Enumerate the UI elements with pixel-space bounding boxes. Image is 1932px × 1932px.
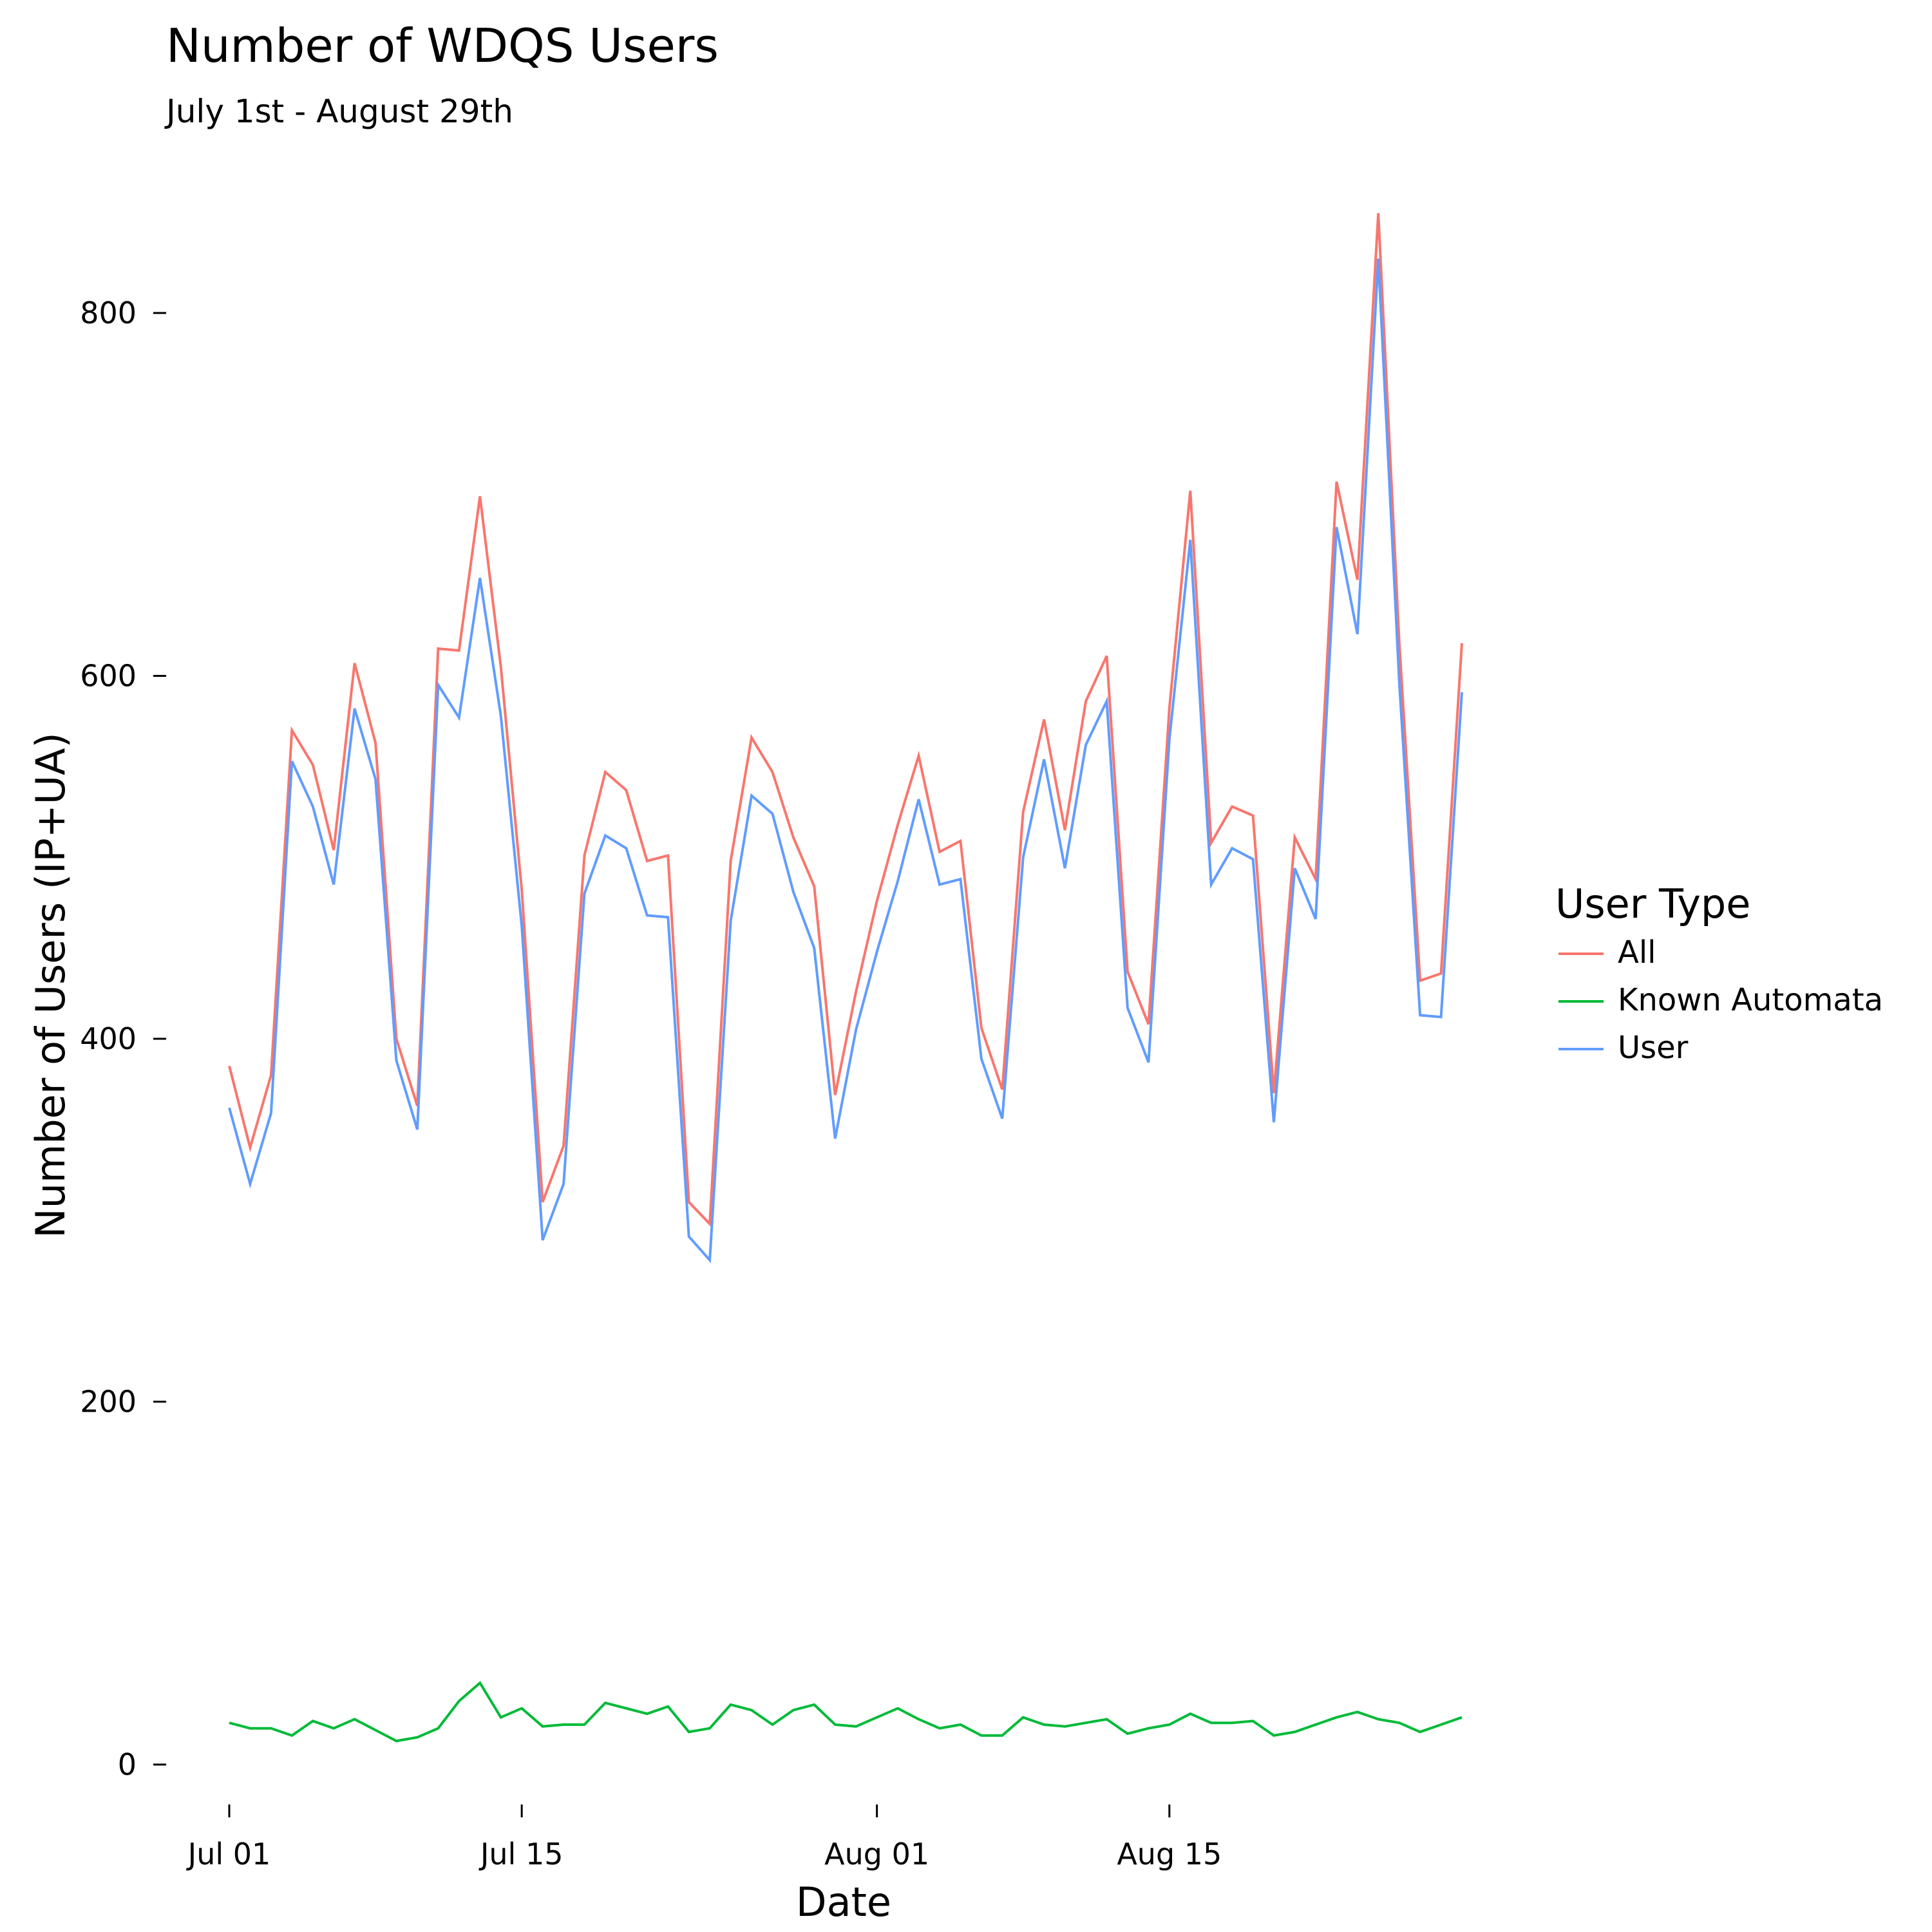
y-tick-label: 400 <box>80 1021 137 1056</box>
x-axis: Jul 01 Jul 15 Aug 01 Aug 15 <box>186 1804 1222 1871</box>
plot-area <box>228 213 1463 1743</box>
y-tick-label: 600 <box>80 659 137 694</box>
legend-title: User Type <box>1555 880 1750 927</box>
legend-label: User <box>1618 1030 1689 1066</box>
legend-label: Known Automata <box>1618 982 1883 1018</box>
x-tick-label: Aug 01 <box>824 1837 929 1871</box>
y-tick-label: 800 <box>80 296 137 330</box>
chart-subtitle: July 1st - August 29th <box>164 93 513 130</box>
legend-items: All Known Automata User <box>1558 934 1883 1066</box>
x-axis-title: Date <box>796 1879 891 1926</box>
x-tick-label: Jul 15 <box>478 1837 564 1871</box>
y-tick-label: 200 <box>80 1385 137 1419</box>
y-axis-title: Number of Users (IP+UA) <box>27 732 74 1238</box>
series-line-user <box>228 258 1463 1264</box>
series-line-known-automata <box>229 1681 1463 1743</box>
x-tick-label: Jul 01 <box>186 1837 271 1871</box>
y-tick-label: 0 <box>118 1747 137 1782</box>
legend: User Type All Known Automata User <box>1555 880 1883 1066</box>
legend-label: All <box>1618 934 1656 971</box>
y-axis: 0 200 400 600 800 <box>80 296 166 1782</box>
x-tick-label: Aug 15 <box>1117 1837 1222 1871</box>
chart-title: Number of WDQS Users <box>166 19 719 73</box>
series-line-all <box>228 213 1463 1227</box>
